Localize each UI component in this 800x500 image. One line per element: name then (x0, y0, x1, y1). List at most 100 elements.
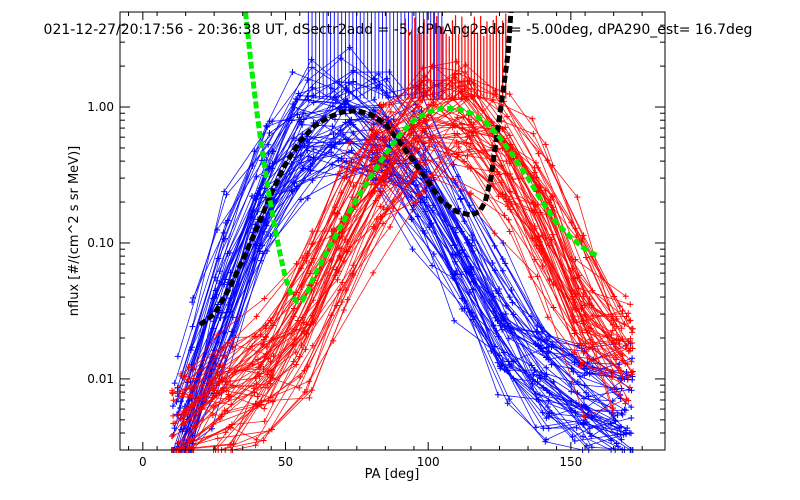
red-trace-marker (350, 262, 357, 269)
red-trace-marker (170, 412, 177, 419)
blue-trace-marker (222, 219, 229, 226)
blue-trace-marker (292, 154, 299, 161)
blue-trace-marker (532, 367, 538, 374)
red-trace-marker (574, 305, 581, 312)
red-trace-marker (422, 125, 429, 132)
blue-trace-line (191, 113, 627, 435)
red-trace-marker (374, 145, 381, 152)
red-trace-marker (261, 405, 268, 412)
chart-title: 021-12-27/20:17:56 - 20:36:38 UT, dSectr… (44, 22, 753, 38)
red-trace-marker (425, 101, 432, 108)
red-trace-marker (390, 178, 397, 185)
red-trace-marker (544, 314, 551, 321)
red-trace-marker (190, 417, 197, 424)
red-trace-marker (298, 282, 305, 289)
red-trace-marker (628, 358, 635, 365)
red-trace-marker (229, 382, 236, 389)
red-trace-marker (219, 364, 226, 371)
blue-trace-marker (466, 289, 473, 296)
red-trace-marker (587, 325, 594, 332)
red-trace-marker (542, 141, 549, 148)
red-trace-marker (179, 440, 186, 447)
red-trace-marker (610, 410, 617, 417)
red-trace-marker (308, 241, 315, 248)
blue-trace-marker (497, 365, 504, 372)
blue-trace-marker (543, 364, 550, 371)
red-trace-marker (616, 392, 623, 399)
red-trace-marker (346, 139, 353, 146)
red-trace-marker (252, 442, 259, 449)
red-trace-marker (180, 374, 187, 381)
red-trace-marker (269, 375, 276, 382)
red-trace-marker (531, 164, 538, 171)
red-trace-marker (377, 213, 384, 220)
red-trace-marker (254, 393, 261, 400)
blue-trace-marker (409, 246, 416, 253)
blue-trace-marker (620, 431, 627, 438)
red-trace-marker (377, 101, 384, 108)
x-tick-label: 0 (139, 455, 147, 469)
red-trace-marker (629, 340, 636, 347)
fit-curves (198, 11, 601, 327)
red-trace-marker (608, 317, 615, 324)
blue-trace-marker (510, 358, 517, 365)
red-trace-marker (341, 175, 348, 182)
blue-trace-marker (173, 398, 180, 405)
blue-trace-marker (570, 368, 577, 375)
blue-trace-marker (328, 149, 335, 156)
blue-trace-marker (491, 343, 498, 350)
blue-trace-marker (470, 279, 477, 286)
blue-trace-marker (429, 262, 436, 269)
blue-trace-marker (622, 407, 629, 414)
blue-trace-marker (545, 425, 552, 432)
red-trace-marker (587, 336, 594, 343)
blue-trace-marker (386, 69, 393, 76)
blue-trace-marker (331, 143, 338, 150)
blue-trace-line (176, 151, 618, 441)
red-trace-marker (460, 114, 467, 121)
red-trace-marker (618, 367, 625, 374)
red-trace-marker (170, 420, 177, 427)
blue-trace-marker (307, 157, 314, 164)
blue-trace-marker (421, 230, 428, 237)
blue-trace-marker (535, 335, 542, 342)
red-trace-line (189, 111, 623, 390)
blue-trace-marker (451, 317, 458, 324)
red-traces (168, 58, 636, 453)
red-trace-marker (416, 103, 423, 110)
blue-trace-marker (628, 430, 635, 437)
red-trace-line (183, 61, 631, 379)
blue-trace-line (176, 95, 621, 403)
blue-trace-marker (228, 328, 235, 335)
red-trace-marker (506, 91, 513, 98)
blue-trace-marker (588, 444, 595, 451)
red-trace-marker (180, 412, 187, 419)
blue-trace-marker (608, 437, 615, 444)
blue-trace-marker (452, 252, 459, 259)
blue-trace-marker (266, 130, 273, 137)
blue-trace-marker (580, 421, 587, 428)
red-trace-line (183, 133, 622, 425)
red-trace-marker (338, 233, 345, 240)
red-trace-marker (262, 322, 269, 329)
blue-trace-marker (218, 280, 225, 287)
blue-trace-marker (332, 97, 339, 104)
red-trace-marker (349, 194, 356, 201)
red-trace-marker (297, 373, 304, 380)
blue-trace-marker (494, 391, 501, 398)
blue-trace-line (176, 104, 614, 451)
red-trace-marker (627, 301, 634, 308)
blue-trace-marker (251, 148, 258, 155)
blue-trace-marker (459, 246, 466, 253)
red-trace-marker (619, 336, 626, 343)
red-trace-marker (296, 384, 303, 391)
blue-trace-marker (542, 438, 549, 445)
red-trace-marker (182, 405, 189, 412)
blue-trace-marker (345, 149, 352, 156)
blue-trace-marker (384, 75, 391, 82)
blue-trace-marker (583, 419, 590, 426)
red-trace-marker (191, 423, 198, 430)
blue-trace-line (173, 99, 621, 435)
blue-trace-marker (305, 166, 312, 173)
red-trace-marker (580, 232, 587, 239)
